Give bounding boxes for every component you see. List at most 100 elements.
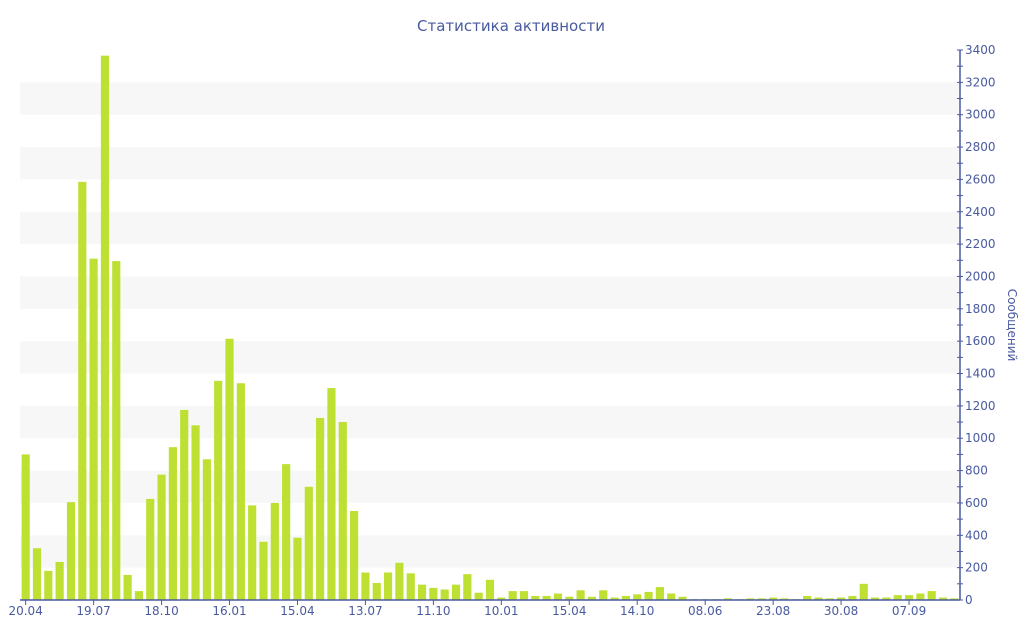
bar[interactable] [327,388,336,600]
bar[interactable] [723,598,732,600]
bar[interactable] [837,597,846,600]
bar[interactable] [270,502,279,600]
bar[interactable] [134,591,143,600]
bar[interactable] [904,595,914,600]
bar[interactable] [293,537,302,600]
bar[interactable] [814,597,823,600]
bar[interactable] [248,505,257,600]
bar[interactable] [406,573,415,600]
bar[interactable] [157,474,166,600]
grid-band [20,82,960,115]
x-tick-label: 18.10 [144,604,178,618]
bar[interactable] [361,572,370,601]
bar[interactable] [610,597,619,600]
bar[interactable] [497,597,506,600]
x-tick-label: 14.10 [620,604,654,618]
y-tick-label: 0 [965,593,973,607]
bar[interactable] [21,454,30,600]
bar[interactable] [870,597,880,600]
x-tick-label: 13.07 [348,604,382,618]
bar[interactable] [123,574,132,600]
bar[interactable] [644,591,653,600]
bar[interactable] [372,583,381,600]
y-tick-label: 2800 [965,140,996,154]
bar[interactable] [451,584,461,600]
bar[interactable] [112,261,121,600]
y-tick-label: 3400 [965,43,996,57]
bar[interactable] [485,579,495,600]
bar[interactable] [780,598,789,600]
bar[interactable] [214,380,223,600]
bar[interactable] [168,447,177,600]
bar[interactable] [100,55,110,601]
bar[interactable] [916,593,925,600]
bar[interactable] [938,597,948,600]
bar[interactable] [565,596,574,600]
bar[interactable] [599,590,608,600]
x-tick-label: 10.01 [484,604,518,618]
bar[interactable] [383,572,393,601]
bar[interactable] [236,383,245,600]
bar[interactable] [338,422,347,600]
bar[interactable] [587,596,597,600]
y-tick-label: 2400 [965,205,996,219]
bar[interactable] [859,583,868,600]
bar[interactable] [55,561,64,600]
y-tick-label: 1400 [965,367,996,381]
bar[interactable] [202,459,211,600]
bar[interactable] [282,464,291,600]
bar[interactable] [927,591,936,600]
bar[interactable] [678,596,687,600]
bar[interactable] [655,587,664,600]
bar[interactable] [825,598,834,600]
bar[interactable] [553,593,563,600]
bar[interactable] [417,584,427,600]
x-tick-label: 19.07 [76,604,110,618]
bar[interactable] [304,486,313,600]
bar[interactable] [191,425,200,600]
y-tick-label: 1200 [965,399,996,413]
bar[interactable] [508,591,517,600]
bar[interactable] [542,595,551,600]
bar[interactable] [350,511,359,600]
bar[interactable] [803,595,812,600]
x-tick-label: 07.09 [892,604,926,618]
grid-band [20,211,960,245]
bar[interactable] [259,541,268,600]
x-tick-label: 15.04 [280,604,314,618]
bar[interactable] [316,418,325,600]
bar[interactable] [769,597,778,600]
bar[interactable] [32,548,42,600]
y-tick-label: 2000 [965,269,996,283]
bar[interactable] [89,258,98,600]
bar[interactable] [180,409,189,600]
bar[interactable] [621,595,630,600]
y-tick-label: 1000 [965,431,996,445]
y-axis-label: Сообщений [1005,289,1019,362]
bar[interactable] [66,502,76,600]
bar[interactable] [757,598,766,600]
bar[interactable] [474,592,483,600]
bar[interactable] [519,591,529,600]
y-tick-label: 1800 [965,302,996,316]
bar[interactable] [463,574,472,600]
bar[interactable] [746,598,755,600]
bar[interactable] [44,570,53,600]
bar[interactable] [225,338,234,600]
bar[interactable] [633,594,642,600]
x-tick-label: 23.08 [756,604,790,618]
bar[interactable] [531,595,540,600]
bar[interactable] [78,181,87,600]
bar[interactable] [893,595,902,600]
bar[interactable] [576,590,585,600]
bar[interactable] [950,598,959,600]
bar[interactable] [146,498,155,600]
bar[interactable] [395,562,404,600]
bar[interactable] [429,587,438,600]
bar[interactable] [667,593,676,600]
bar[interactable] [440,589,449,600]
x-tick-label: 16.01 [212,604,246,618]
bar[interactable] [882,597,891,600]
bar[interactable] [848,595,857,600]
y-tick-label: 600 [965,496,988,510]
